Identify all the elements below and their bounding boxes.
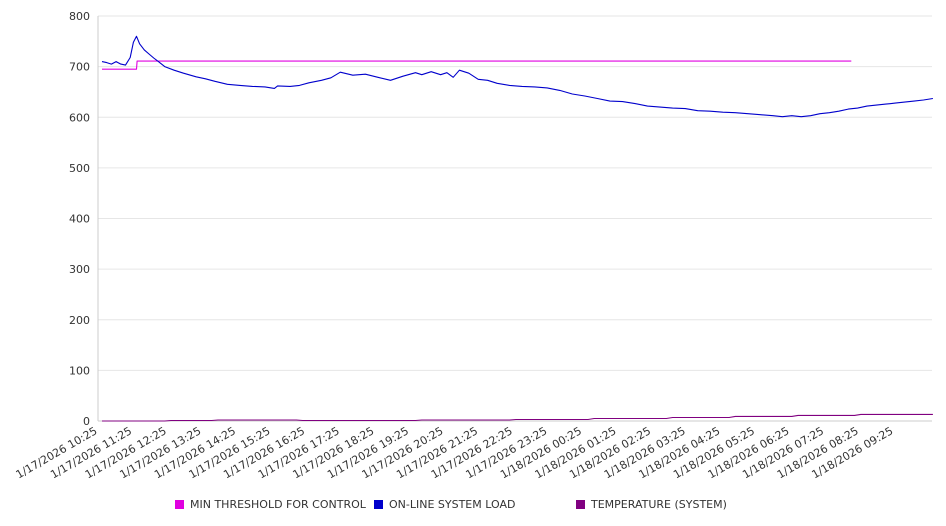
y-tick-label: 0 [83,415,90,428]
y-tick-label: 400 [69,213,90,226]
y-tick-label: 600 [69,111,90,124]
y-tick-label: 100 [69,364,90,377]
series-line-1 [101,35,933,118]
legend-label: MIN THRESHOLD FOR CONTROL [190,498,366,511]
y-tick-label: 200 [69,314,90,327]
legend-item: TEMPERATURE (SYSTEM) [576,498,727,511]
legend-swatch [576,500,585,509]
legend-item: ON-LINE SYSTEM LOAD [374,498,515,511]
series-line-2 [102,413,933,422]
series-lines [101,35,933,422]
legend-swatch [175,500,184,509]
y-axis-ticks: 0 100 200 300 400 500 600 700 800 [69,10,90,428]
legend: MIN THRESHOLD FOR CONTROL ON-LINE SYSTEM … [0,498,946,514]
legend-item: MIN THRESHOLD FOR CONTROL [175,498,366,511]
y-tick-label: 800 [69,10,90,23]
axes [97,16,932,422]
y-tick-label: 300 [69,263,90,276]
series-line-0 [102,60,852,70]
x-axis-ticks: 1/17/2026 10:251/17/2026 11:251/17/2026 … [14,424,896,481]
legend-label: ON-LINE SYSTEM LOAD [389,498,516,511]
y-tick-label: 700 [69,61,90,74]
y-tick-label: 500 [69,162,90,175]
legend-label: TEMPERATURE (SYSTEM) [591,498,727,511]
legend-swatch [374,500,383,509]
grid-lines [98,15,932,422]
